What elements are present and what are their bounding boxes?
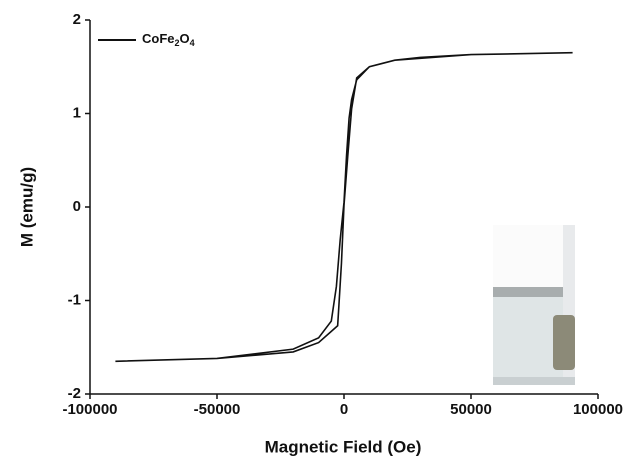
x-tick-label: -100000: [62, 401, 117, 418]
x-tick-label: 100000: [573, 401, 623, 418]
legend-label: CoFe2O4: [142, 31, 195, 48]
inset-photo: [493, 225, 575, 385]
y-tick-label: 0: [73, 198, 81, 215]
data-line: [115, 51, 573, 363]
y-axis-label: M (emu/g): [17, 167, 36, 247]
legend-label-part: 2: [175, 38, 180, 48]
legend-label-part: CoFe: [142, 31, 175, 46]
legend-label-part: 4: [190, 38, 195, 48]
y-tick-label: 1: [73, 104, 81, 121]
y-tick-label: -1: [68, 291, 81, 308]
x-tick-label: -50000: [194, 401, 241, 418]
x-tick-label: 0: [340, 401, 348, 418]
x-axis-label: Magnetic Field (Oe): [265, 437, 422, 456]
y-tick-label: 2: [73, 11, 81, 28]
legend-label-part: O: [180, 31, 190, 46]
x-tick-label: 50000: [450, 401, 492, 418]
y-tick-label: -2: [68, 385, 81, 402]
